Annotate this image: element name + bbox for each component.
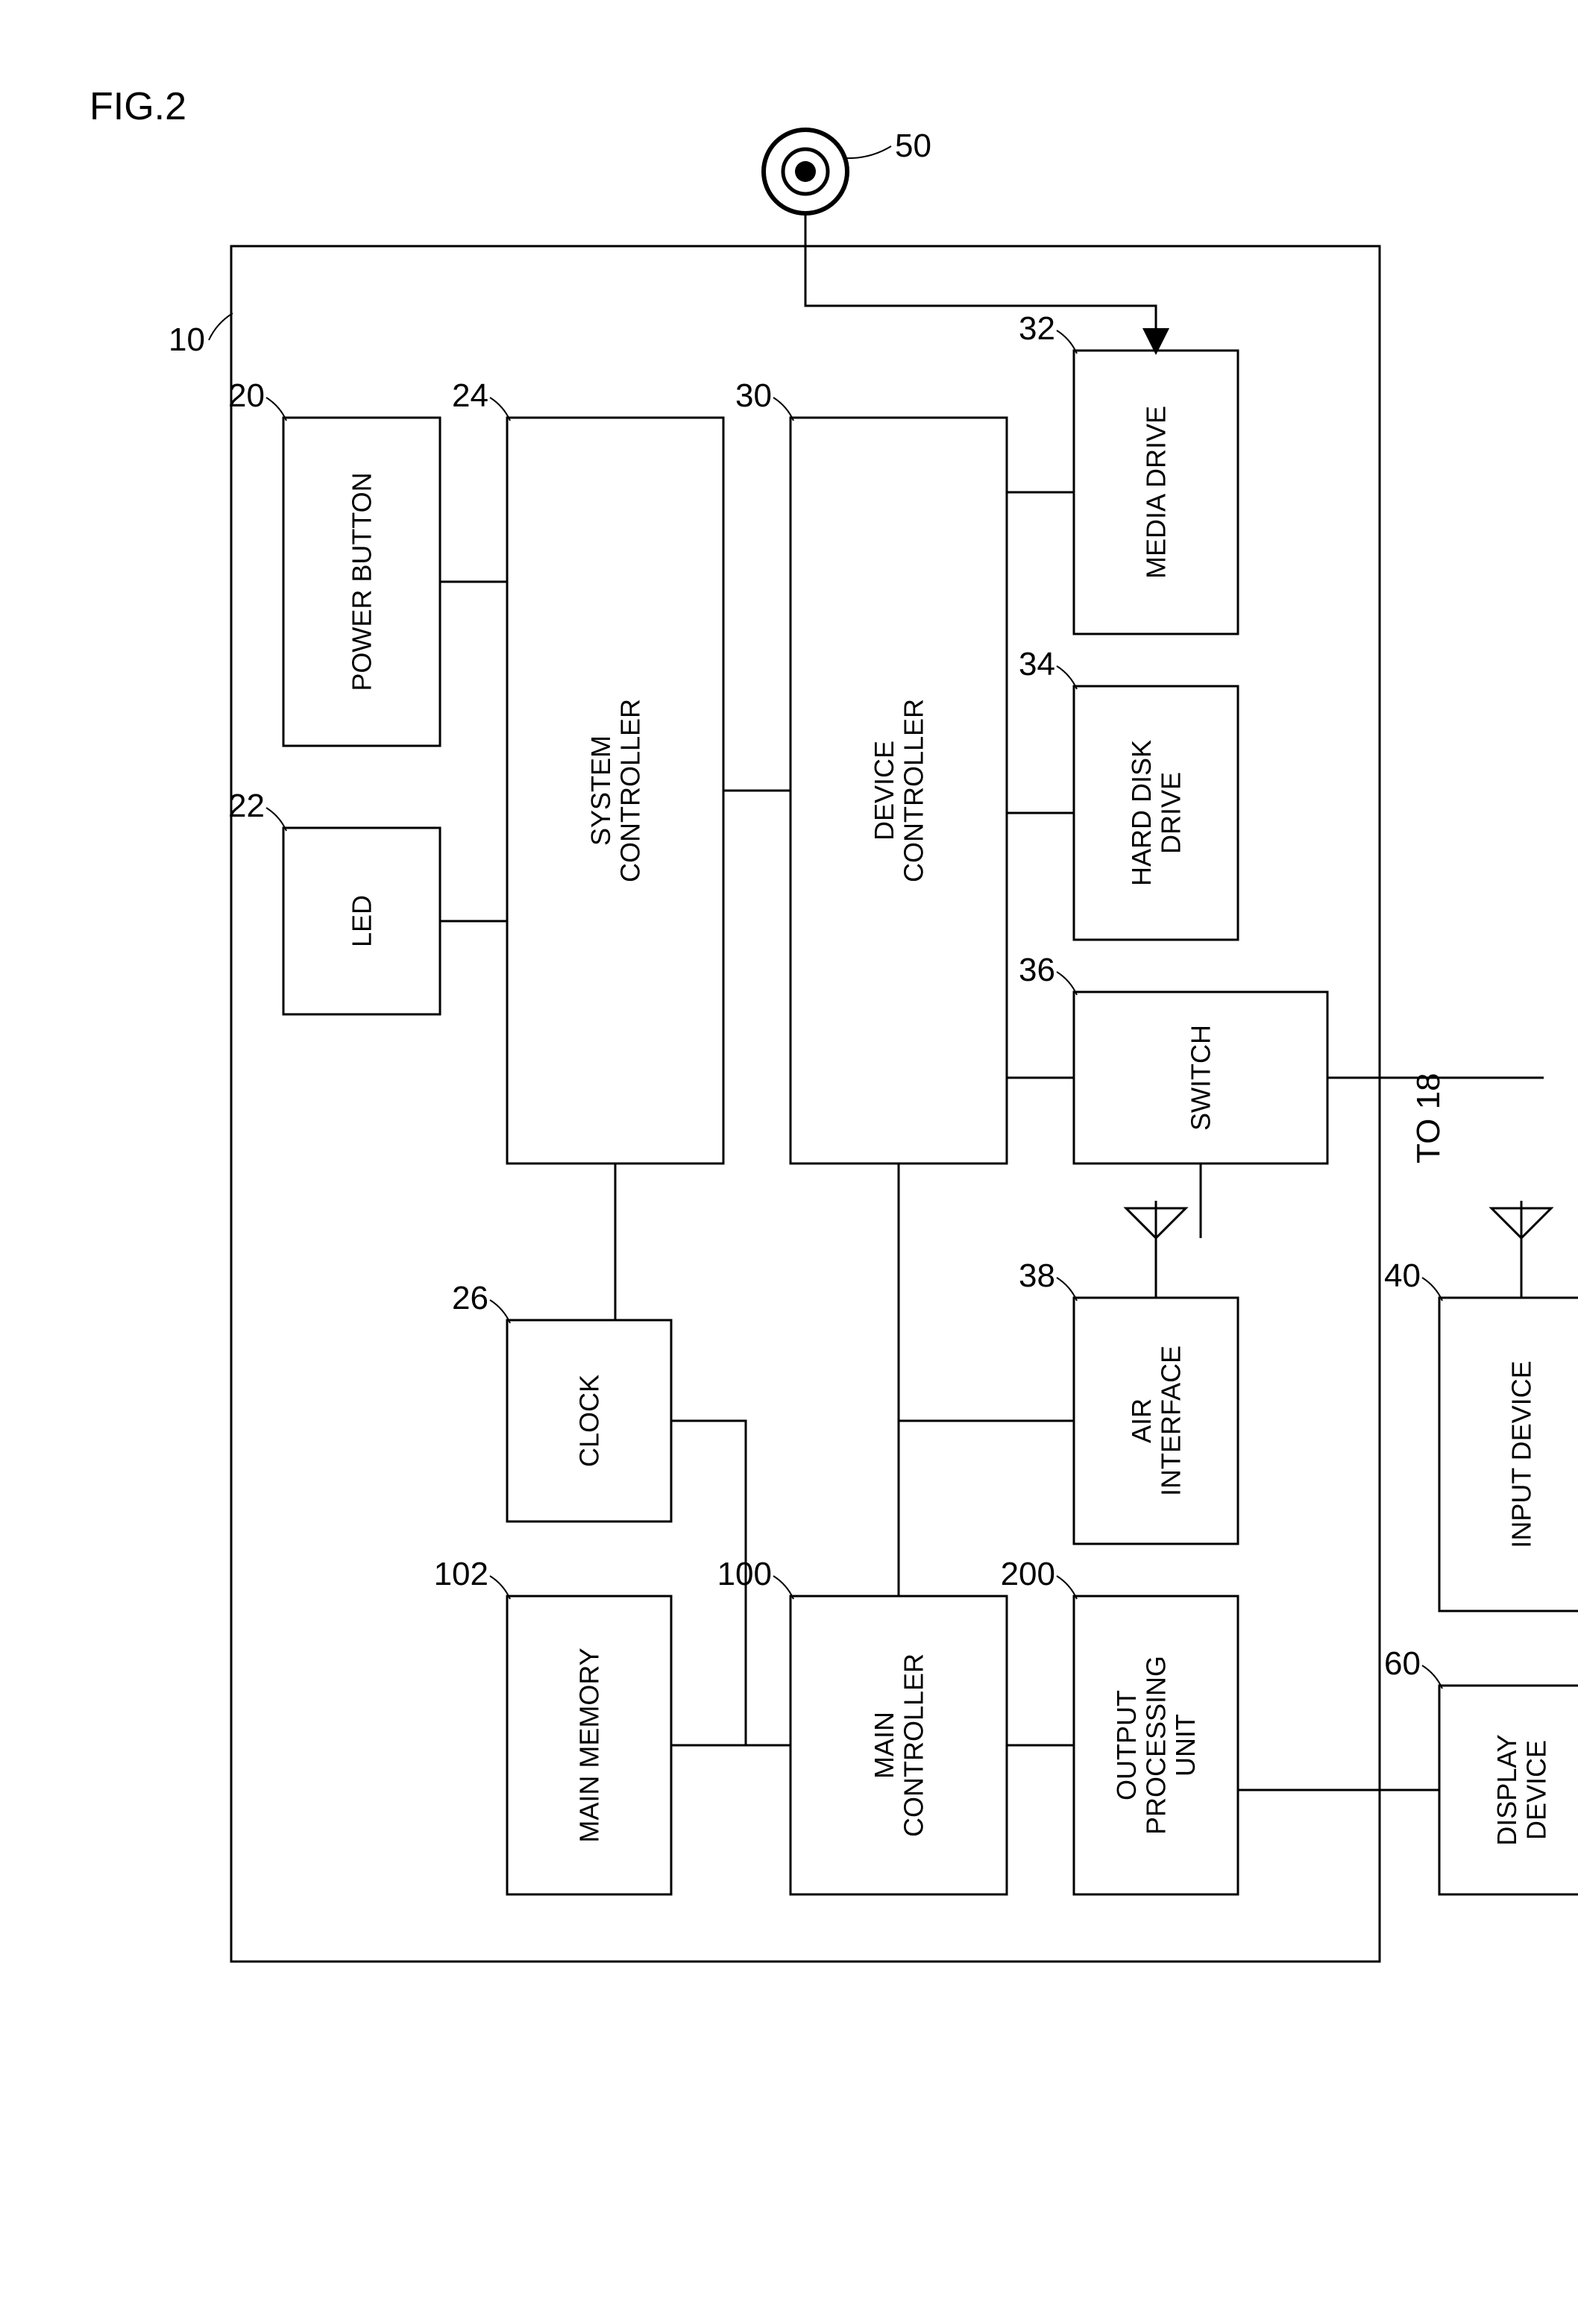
svg-text:PROCESSING: PROCESSING xyxy=(1141,1656,1172,1835)
block-label-main_memory: MAIN MEMORY xyxy=(574,1648,605,1842)
ref-50: 50 xyxy=(895,128,931,164)
svg-text:DEVICE: DEVICE xyxy=(869,741,899,841)
svg-text:SYSTEM: SYSTEM xyxy=(585,735,616,846)
svg-text:UNIT: UNIT xyxy=(1170,1714,1201,1777)
svg-text:POWER BUTTON: POWER BUTTON xyxy=(347,472,377,691)
ref-40: 40 xyxy=(1384,1257,1421,1294)
ref-26: 26 xyxy=(452,1280,488,1316)
svg-text:CONTROLLER: CONTROLLER xyxy=(898,699,928,882)
svg-text:AIR: AIR xyxy=(1126,1398,1157,1443)
figure-title: FIG.2 xyxy=(89,85,186,128)
svg-text:INTERFACE: INTERFACE xyxy=(1155,1345,1186,1496)
block-label-input_device: INPUT DEVICE xyxy=(1506,1360,1537,1548)
disc-icon-center xyxy=(795,161,816,182)
block-label-display: DISPLAYDEVICE xyxy=(1491,1734,1552,1845)
ref-102: 102 xyxy=(434,1556,488,1592)
svg-text:LED: LED xyxy=(347,895,377,947)
svg-text:MEDIA DRIVE: MEDIA DRIVE xyxy=(1141,406,1172,579)
svg-text:CONTROLLER: CONTROLLER xyxy=(614,699,645,882)
svg-text:DRIVE: DRIVE xyxy=(1155,772,1186,854)
block-label-clock: CLOCK xyxy=(574,1375,605,1467)
ref-30: 30 xyxy=(735,377,772,414)
ref-100: 100 xyxy=(717,1556,772,1592)
block-label-media_drive: MEDIA DRIVE xyxy=(1141,406,1172,579)
ref-32: 32 xyxy=(1019,310,1055,347)
ref-34: 34 xyxy=(1019,646,1055,682)
svg-text:OUTPUT: OUTPUT xyxy=(1111,1690,1142,1800)
svg-text:CLOCK: CLOCK xyxy=(574,1375,605,1467)
block-label-led: LED xyxy=(347,895,377,947)
ref-22: 22 xyxy=(228,788,265,824)
ref-24: 24 xyxy=(452,377,488,414)
ref-10: 10 xyxy=(169,321,205,358)
svg-text:MAIN MEMORY: MAIN MEMORY xyxy=(574,1648,605,1842)
conn-disc-media_drive xyxy=(805,213,1156,351)
leader xyxy=(846,146,891,158)
external-to-18: TO 18 xyxy=(1410,1073,1447,1163)
svg-text:CONTROLLER: CONTROLLER xyxy=(898,1654,928,1837)
svg-text:DISPLAY: DISPLAY xyxy=(1491,1734,1522,1845)
ref-36: 36 xyxy=(1019,952,1055,988)
leader xyxy=(209,313,233,340)
svg-text:SWITCH: SWITCH xyxy=(1186,1025,1216,1131)
svg-text:INPUT DEVICE: INPUT DEVICE xyxy=(1506,1360,1537,1548)
figure-2-diagram: FIG.21050TO 18POWER BUTTON20LED22SYSTEMC… xyxy=(0,0,1578,2324)
block-label-power_button: POWER BUTTON xyxy=(347,472,377,691)
svg-text:HARD DISK: HARD DISK xyxy=(1126,740,1157,886)
ref-20: 20 xyxy=(228,377,265,414)
ref-60: 60 xyxy=(1384,1645,1421,1682)
svg-text:MAIN: MAIN xyxy=(869,1712,899,1779)
ref-200: 200 xyxy=(1001,1556,1055,1592)
svg-text:DEVICE: DEVICE xyxy=(1521,1740,1551,1840)
ref-38: 38 xyxy=(1019,1257,1055,1294)
svg-text:TO 18: TO 18 xyxy=(1410,1073,1447,1163)
block-label-switch: SWITCH xyxy=(1186,1025,1216,1131)
